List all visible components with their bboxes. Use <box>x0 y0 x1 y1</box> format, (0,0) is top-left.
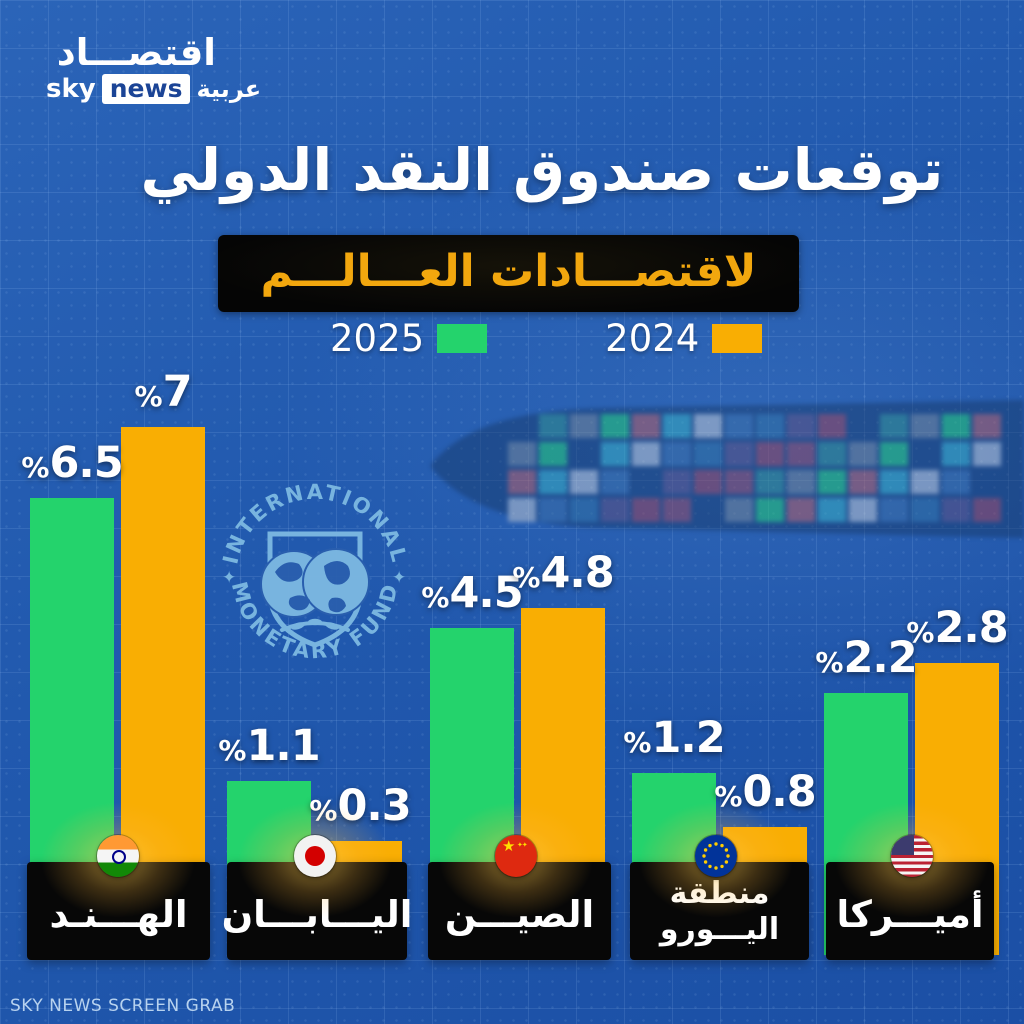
value-number: 0.3 <box>337 781 411 831</box>
percent-sign: % <box>218 734 247 767</box>
subtitle-box: لاقتصـــادات العـــالـــم <box>218 235 799 312</box>
value-label-2024: %4.8 <box>491 552 635 595</box>
value-number: 1.1 <box>246 721 320 771</box>
india-flag-icon <box>97 835 139 877</box>
value-label-2025: %4.5 <box>400 572 544 615</box>
legend-swatch-2025-icon <box>437 324 488 353</box>
usa-flag-icon <box>891 835 933 877</box>
legend-item-2024: 2024 <box>605 317 763 360</box>
value-number: 7 <box>162 367 193 417</box>
container-ship-image <box>430 400 1024 538</box>
percent-sign: % <box>134 380 163 413</box>
imf-star-left-icon: ✦ <box>222 568 236 588</box>
logo-arabia-text: عربية <box>196 75 262 103</box>
percent-sign: % <box>906 616 935 649</box>
value-number: 4.5 <box>449 568 523 618</box>
percent-sign: % <box>512 561 541 594</box>
value-number: 6.5 <box>49 438 123 488</box>
category-label: منطقة اليـــورو <box>659 876 780 947</box>
china-flag-icon <box>495 835 537 877</box>
category-label: الهـــنـد <box>49 892 188 936</box>
percent-sign: % <box>714 780 743 813</box>
category-label: الصيـــن <box>444 892 595 936</box>
percent-sign: % <box>623 726 652 759</box>
value-label-2025: %6.5 <box>0 442 144 485</box>
imf-star-right-icon: ✦ <box>392 568 406 588</box>
percent-sign: % <box>421 581 450 614</box>
logo-arabic-wordmark: اقتصـــاد <box>56 31 216 74</box>
value-label-2025: %2.2 <box>794 637 938 680</box>
value-number: 1.2 <box>651 713 725 763</box>
category-label: اليـــابـــان <box>221 892 413 936</box>
logo-news-badge: news <box>101 74 191 104</box>
percent-sign: % <box>21 451 50 484</box>
percent-sign: % <box>309 794 338 827</box>
imf-logo-icon: INTERNATIONAL MONETARY FUND ✦ ✦ <box>220 480 409 663</box>
value-number: 2.8 <box>934 603 1008 653</box>
page-title: توقعات صندوق النقد الدولي <box>140 136 944 204</box>
legend: 2025 2024 <box>330 317 763 360</box>
legend-label-2024: 2024 <box>605 317 700 360</box>
japan-flag-icon <box>294 835 336 877</box>
legend-swatch-2024-icon <box>712 324 763 353</box>
value-label-2025: %1.2 <box>602 717 746 760</box>
value-number: 0.8 <box>742 767 816 817</box>
value-number: 4.8 <box>540 548 614 598</box>
ship-containers <box>508 414 1001 522</box>
value-label-2024: %0.3 <box>288 785 432 828</box>
percent-sign: % <box>815 646 844 679</box>
screen-grab-watermark: SKY NEWS SCREEN GRAB <box>10 996 236 1016</box>
legend-label-2025: 2025 <box>330 317 425 360</box>
value-label-2024: %0.8 <box>693 771 837 814</box>
legend-item-2025: 2025 <box>330 317 488 360</box>
value-label-2025: %1.1 <box>197 725 341 768</box>
value-label-2024: %2.8 <box>885 607 1024 650</box>
eu-flag-icon <box>695 835 737 877</box>
logo-sky-text: sky <box>46 74 96 104</box>
value-number: 2.2 <box>843 633 917 683</box>
value-label-2024: %7 <box>91 371 235 414</box>
sky-news-arabia-logo: اقتصـــاد sky news عربية <box>46 31 261 104</box>
category-label: أميـــركا <box>836 892 984 936</box>
subtitle-text: لاقتصـــادات العـــالـــم <box>260 245 757 297</box>
